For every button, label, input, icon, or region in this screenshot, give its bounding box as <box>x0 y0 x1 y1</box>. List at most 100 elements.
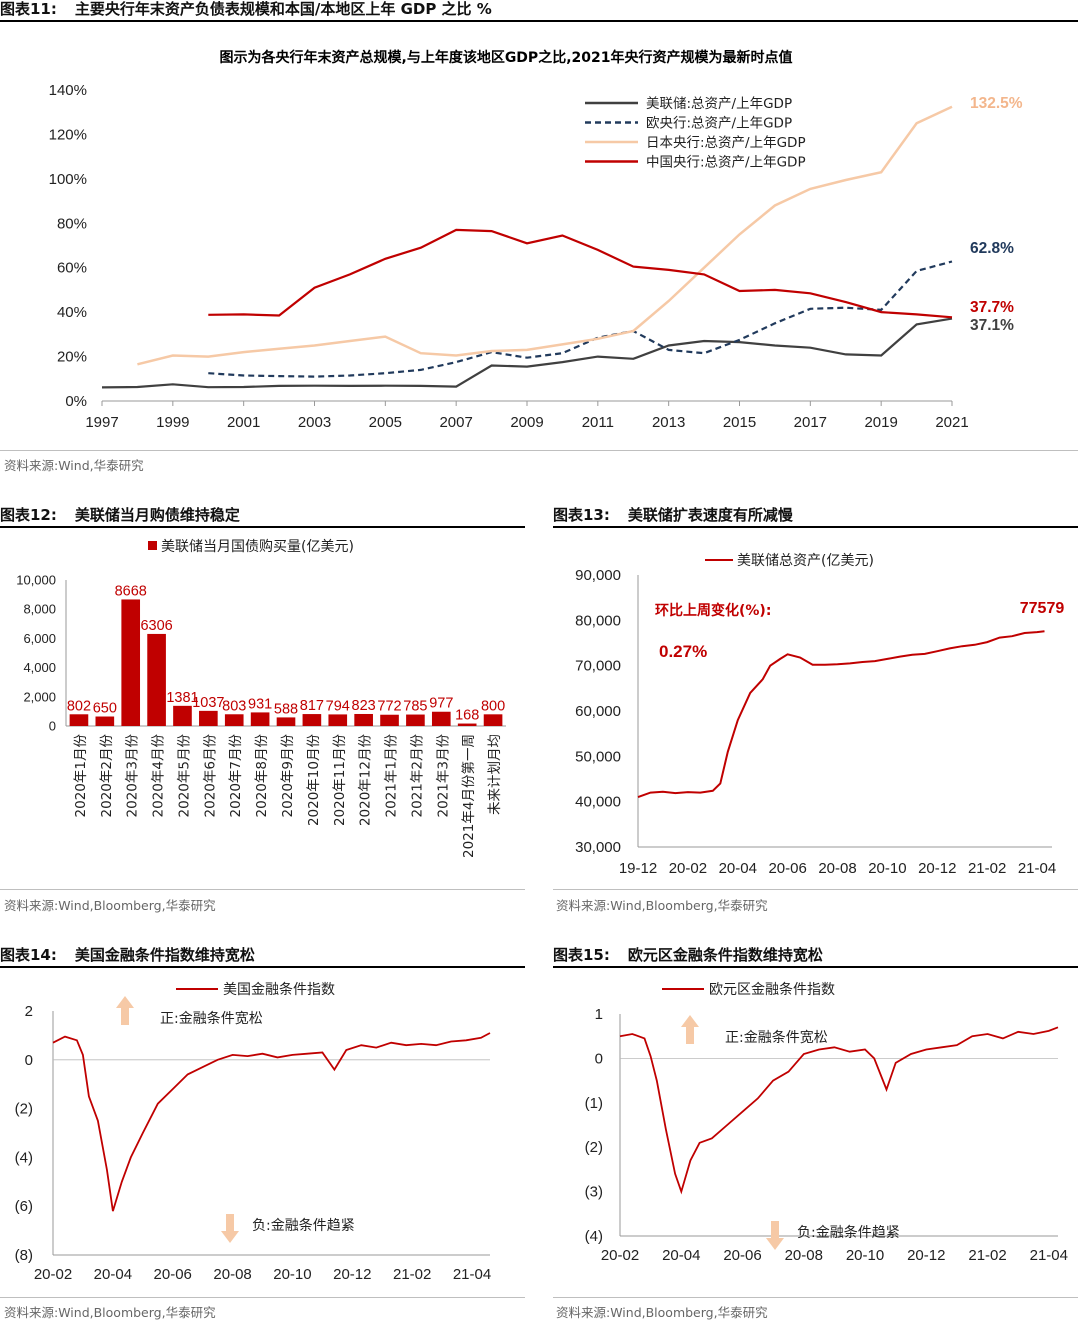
fig13-series-line <box>637 630 1045 799</box>
fig12-bar-value: 8668 <box>115 583 147 599</box>
fig12-y-tick: 2,000 <box>23 689 56 704</box>
fig12-category-label: 2020年8月份 <box>254 734 270 818</box>
fig14-x-tick: 21-02 <box>393 1266 431 1283</box>
fig13-x-tick: 19-12 <box>619 860 657 877</box>
fig13-y-tick: 80,000 <box>575 612 621 629</box>
fig15-series-line <box>619 1026 1059 1195</box>
fig12-bar <box>380 714 399 726</box>
fig11-end-label: 132.5% <box>970 95 1023 112</box>
fig11-end-label: 37.1% <box>970 317 1014 334</box>
fig11-y-tick: 120% <box>49 126 87 143</box>
fig12-category-label: 2020年2月份 <box>99 734 115 818</box>
fig12-bar-value: 802 <box>67 698 91 714</box>
fig12-category-label: 未来计划月均 <box>487 734 503 815</box>
fig12-bar <box>457 723 477 726</box>
fig15-x-tick: 20-02 <box>601 1247 639 1264</box>
fig13-y-tick: 70,000 <box>575 658 621 675</box>
fig11-y-tick: 80% <box>57 215 87 232</box>
fig12-y-tick: 10,000 <box>16 573 56 588</box>
fig12-bar-value: 794 <box>326 698 350 714</box>
fig12-bar <box>354 713 373 726</box>
fig12-category-label: 2021年2月份 <box>409 734 425 818</box>
fig12-chart: 美联储当月国债购买量(亿美元) 0 2,000 4,000 6,000 8,000 10,0… <box>16 539 506 858</box>
fig11-legend-label: 美联储:总资产/上年GDP <box>646 96 792 112</box>
fig15-y-tick: 0 <box>595 1050 603 1067</box>
fig11-chart-title: 图示为各央行年末资产总规模,与上年度该地区GDP之比,2021年央行资产规模为最… <box>220 49 793 66</box>
fig11-x-tick: 2019 <box>864 414 897 431</box>
fig15-x-tick: 20-10 <box>846 1247 884 1264</box>
fig11-y-tick: 40% <box>57 304 87 321</box>
fig14-number: 图表14: <box>0 946 57 964</box>
fig13-change-label: 环比上周变化(%): <box>655 602 771 619</box>
fig15-divider <box>553 1297 1078 1298</box>
fig15-note-up: 正:金融条件宽松 <box>725 1029 828 1046</box>
fig12-bar <box>406 714 425 726</box>
fig13-change-value: 0.27% <box>659 642 707 661</box>
fig14-note-down: 负:金融条件趋紧 <box>252 1217 355 1234</box>
fig14-x-tick: 20-08 <box>213 1266 251 1283</box>
fig12-category-label: 2020年11月份 <box>332 734 348 827</box>
fig13-x-tick: 21-04 <box>1018 860 1056 877</box>
fig12-bar-value: 803 <box>222 698 246 714</box>
fig15-legend-label: 欧元区金融条件指数 <box>709 981 835 998</box>
fig15-note-down: 负:金融条件趋紧 <box>797 1224 900 1241</box>
fig12-title: 美联储当月购债维持稳定 <box>74 506 240 524</box>
fig11-number: 图表11: <box>0 0 57 18</box>
fig13-end-label: 77579 <box>1020 600 1065 617</box>
fig11-x-tick: 2021 <box>935 414 968 431</box>
fig13-y-tick: 50,000 <box>575 748 621 765</box>
fig15-number: 图表15: <box>553 946 610 964</box>
fig12-bar-value: 785 <box>403 699 427 715</box>
fig13-x-tick: 20-08 <box>818 860 856 877</box>
fig13-x-tick: 20-02 <box>669 860 707 877</box>
fig12-y-tick: 8,000 <box>23 602 56 617</box>
fig11-x-tick: 2015 <box>723 414 756 431</box>
fig11-x-tick: 2005 <box>369 414 402 431</box>
fig15-x-tick: 20-04 <box>662 1247 700 1264</box>
fig11-x-tick: 2011 <box>582 414 614 431</box>
fig15-x-tick: 21-02 <box>968 1247 1006 1264</box>
fig11-legend-label: 日本央行:总资产/上年GDP <box>646 135 806 151</box>
fig11-x-tick: 2001 <box>227 414 260 431</box>
fig12-category-label: 2020年5月份 <box>176 734 192 818</box>
fig13-y-tick: 60,000 <box>575 703 621 720</box>
fig15-y-tick: (3) <box>585 1184 603 1201</box>
fig11-x-tick: 1999 <box>156 414 189 431</box>
fig14-divider <box>0 1297 525 1298</box>
fig12-category-label: 2021年4月份第一周 <box>460 734 477 858</box>
fig12-bar <box>250 712 270 726</box>
fig15-x-tick: 20-06 <box>723 1247 761 1264</box>
fig12-bar-value: 772 <box>377 699 401 715</box>
fig14-header: 图表14: 美国金融条件指数维持宽松 <box>0 946 525 968</box>
fig14-y-tick: 0 <box>25 1052 33 1069</box>
fig11-legend-label: 中国央行:总资产/上年GDP <box>646 155 806 171</box>
fig14-legend-label: 美国金融条件指数 <box>223 981 335 998</box>
fig15-y-tick: (1) <box>585 1095 603 1112</box>
fig13-y-tick: 30,000 <box>575 839 621 856</box>
fig12-category-label: 2020年4月份 <box>151 734 167 818</box>
fig12-category-label: 2020年7月份 <box>228 734 244 818</box>
fig14-note-up: 正:金融条件宽松 <box>160 1010 263 1027</box>
fig13-x-tick: 20-04 <box>719 860 757 877</box>
fig11-y-tick: 20% <box>57 349 87 366</box>
fig14-x-tick: 20-06 <box>154 1266 192 1283</box>
arrow-up-icon <box>116 996 134 1025</box>
fig12-y-tick: 4,000 <box>23 660 56 675</box>
fig12-bar <box>69 714 89 726</box>
fig11-end-label: 37.7% <box>970 299 1014 316</box>
fig15-y-tick: (2) <box>585 1139 603 1156</box>
fig11-divider <box>0 450 1078 451</box>
fig15-header: 图表15: 欧元区金融条件指数维持宽松 <box>553 946 1078 968</box>
fig11-x-tick: 2003 <box>298 414 331 431</box>
fig12-bar <box>328 714 348 726</box>
fig11-x-tick: 2017 <box>794 414 827 431</box>
fig12-legend-swatch <box>148 541 157 550</box>
fig12-number: 图表12: <box>0 506 57 524</box>
fig13-source: 资料来源:Wind,Bloomberg,华泰研究 <box>556 898 768 913</box>
fig12-bar-value: 1381 <box>166 690 198 706</box>
fig14-y-tick: (2) <box>15 1101 33 1118</box>
fig14-title: 美国金融条件指数维持宽松 <box>74 946 255 964</box>
fig12-bar-value: 6306 <box>140 618 172 634</box>
